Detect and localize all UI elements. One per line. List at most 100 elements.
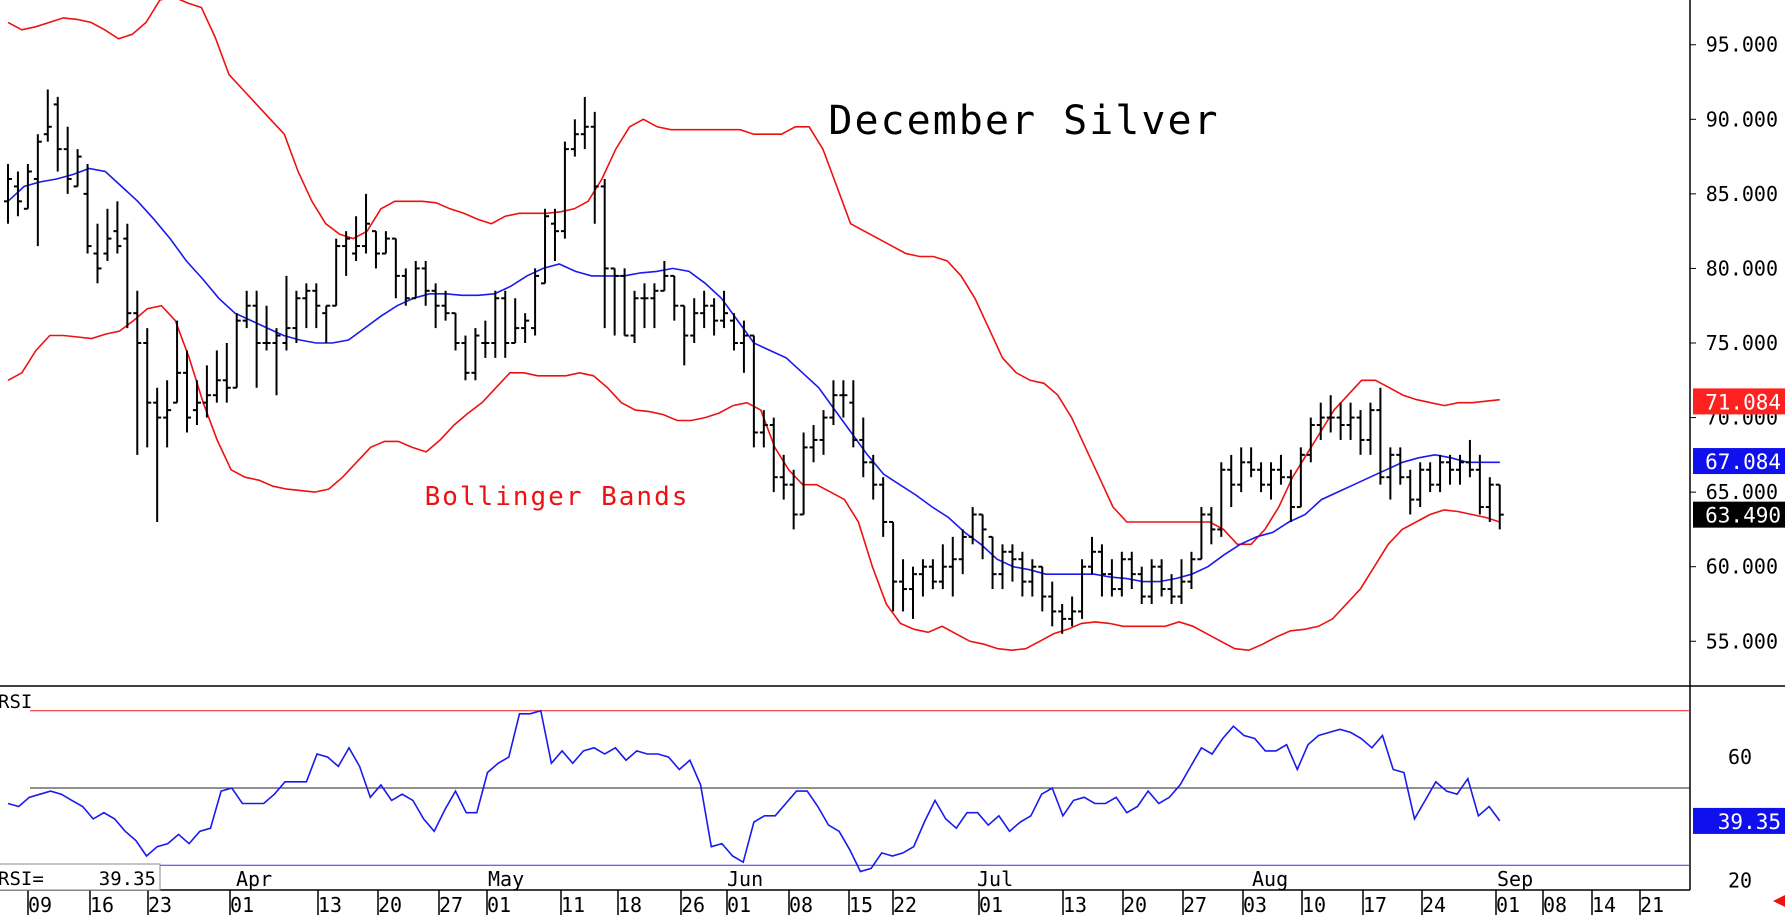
price-axis-tick-label: 90.000	[1706, 107, 1778, 131]
price-bar	[342, 231, 351, 276]
value-tags: 71.084 67.084 63.490 39.35	[1693, 388, 1785, 834]
price-bar	[1376, 387, 1385, 485]
price-bar	[1237, 447, 1246, 493]
price-axis-labels: 55.00060.00065.00070.00075.00080.00085.0…	[1690, 33, 1778, 653]
price-bar	[401, 268, 410, 306]
rsi-value-tag: 39.35	[1718, 810, 1781, 834]
price-bar	[1107, 559, 1116, 597]
price-value-tag-background	[1693, 501, 1785, 528]
price-bar	[302, 283, 311, 329]
price-bar	[1088, 536, 1097, 575]
day-label: 08	[789, 893, 813, 915]
day-label: 09	[28, 893, 52, 915]
price-bar	[1326, 395, 1335, 433]
price-bar	[113, 201, 122, 254]
price-bar	[332, 238, 341, 307]
day-label: 01	[1496, 893, 1520, 915]
price-bar	[1097, 544, 1106, 597]
day-label: 14	[1592, 893, 1616, 915]
price-bar	[1227, 454, 1236, 508]
price-bar	[73, 149, 82, 188]
chart-title: December Silver	[828, 98, 1219, 144]
price-bar	[1127, 551, 1136, 590]
price-bar	[362, 193, 371, 254]
price-bar	[33, 134, 42, 247]
price-bar	[749, 334, 758, 448]
price-value-tag: 71.084	[1705, 390, 1781, 414]
month-label: Jul	[977, 867, 1013, 891]
day-label: 15	[849, 893, 873, 915]
day-label: 21	[1640, 893, 1664, 915]
price-bar	[560, 141, 569, 239]
rsi-line	[7, 709, 1501, 873]
price-bar	[948, 536, 957, 597]
price-bar	[590, 111, 599, 224]
price-bar	[849, 380, 858, 448]
price-bar	[1197, 507, 1206, 561]
price-bar	[431, 283, 440, 329]
price-bar	[1356, 410, 1365, 455]
price-bar	[242, 290, 251, 329]
price-bar	[103, 208, 112, 261]
price-bar	[1167, 574, 1176, 604]
price-bar	[650, 283, 659, 329]
month-label: Sep	[1497, 867, 1533, 891]
price-bar	[1316, 402, 1325, 440]
month-label: Aug	[1252, 867, 1288, 891]
price-axis-tick-label: 95.000	[1706, 33, 1778, 57]
price-axis-tick-label: 60.000	[1706, 555, 1778, 579]
price-bar	[1306, 417, 1315, 463]
rsi-readout-box	[0, 863, 161, 891]
price-bar	[978, 513, 987, 560]
price-bar	[998, 544, 1007, 590]
day-label: 16	[90, 893, 114, 915]
price-bar	[53, 96, 62, 172]
day-label: 11	[561, 893, 585, 915]
price-bar	[262, 305, 271, 351]
price-bar	[511, 298, 520, 344]
price-bar	[1426, 462, 1435, 493]
price-bar	[451, 312, 460, 351]
price-bar	[312, 283, 321, 329]
price-bar	[1465, 439, 1474, 478]
price-bar	[1247, 447, 1256, 478]
price-bar	[968, 507, 977, 545]
day-label: 08	[1543, 893, 1567, 915]
day-label: 01	[979, 893, 1003, 915]
price-bar	[710, 298, 719, 336]
price-bar	[610, 267, 619, 336]
price-bar	[1455, 454, 1464, 485]
price-bar	[1008, 544, 1017, 582]
price-bar	[799, 432, 808, 516]
price-bar	[779, 454, 788, 500]
price-bar	[1386, 447, 1395, 500]
price-bar	[1137, 566, 1146, 604]
price-bar	[938, 544, 947, 590]
price-bar	[183, 350, 192, 433]
price-bar	[899, 559, 908, 612]
price-bar	[232, 313, 241, 389]
price-bar	[739, 320, 748, 373]
day-label: 01	[727, 893, 751, 915]
day-label: 26	[681, 893, 705, 915]
price-bar	[153, 387, 162, 522]
price-bar	[13, 171, 22, 217]
price-bar	[471, 328, 480, 381]
price-bar	[819, 410, 828, 455]
price-bar	[889, 520, 898, 612]
price-bar	[759, 410, 768, 448]
day-label: 20	[378, 893, 402, 915]
scroll-right-arrow-icon[interactable]	[1773, 895, 1785, 907]
day-label: 13	[318, 893, 342, 915]
price-bar	[1157, 559, 1166, 597]
price-bar	[1336, 402, 1345, 440]
price-bar	[272, 328, 281, 396]
month-label: Apr	[236, 867, 272, 891]
day-label: 27	[439, 893, 463, 915]
price-bar	[173, 320, 182, 404]
day-label: 01	[230, 893, 254, 915]
price-bar	[83, 164, 92, 254]
price-bar	[123, 223, 132, 329]
day-label: 27	[1183, 893, 1207, 915]
